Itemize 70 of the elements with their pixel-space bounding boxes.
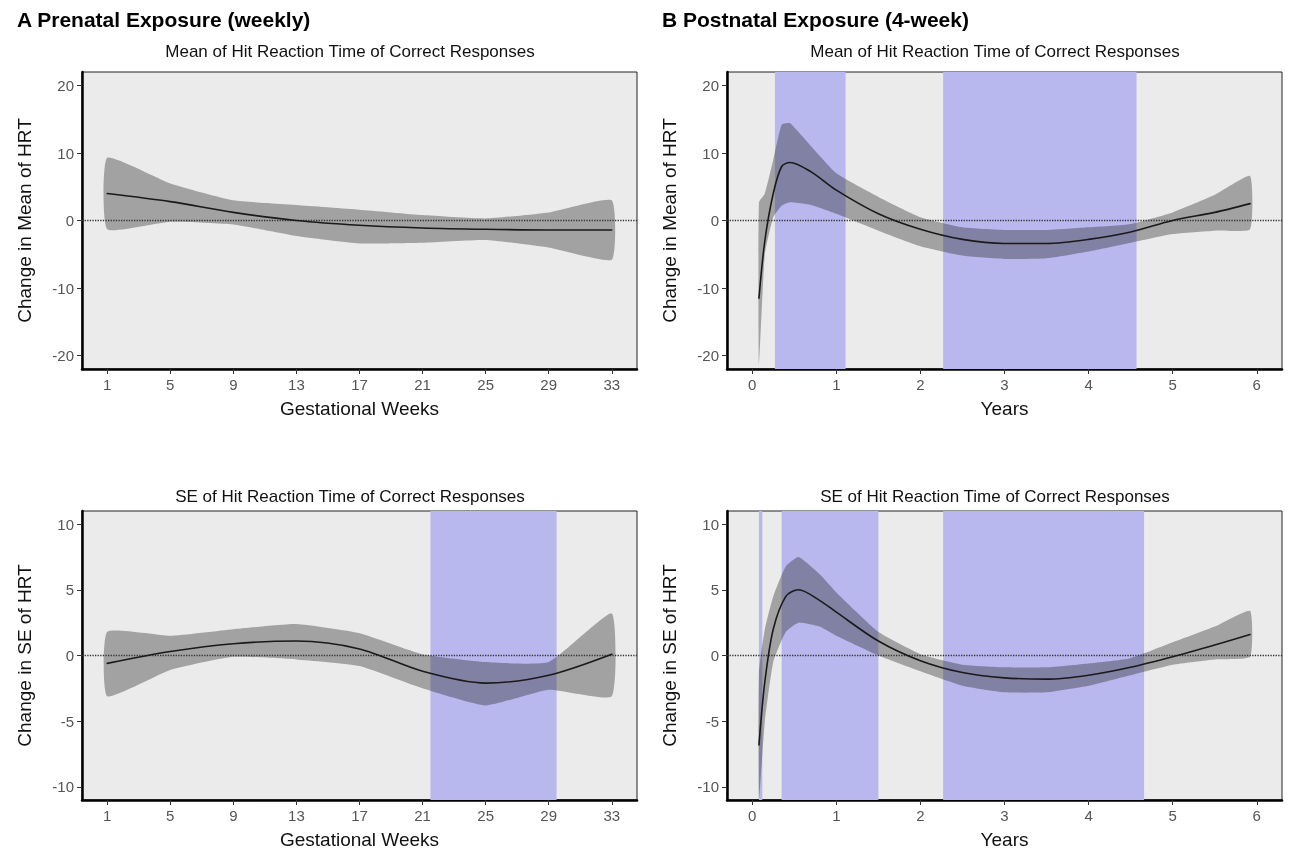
chart-title: SE of Hit Reaction Time of Correct Responses [820,487,1170,506]
x-tick-label: 5 [166,376,175,393]
x-tick-label: 1 [103,807,112,824]
x-tick-label: 17 [351,376,368,393]
y-tick-label: 5 [710,581,719,599]
x-axis-title: Gestational Weeks [279,829,440,850]
x-tick-label: 4 [1084,376,1093,393]
x-tick-label: 9 [229,376,238,393]
y-axis-title: Change in Mean of HRT [14,117,35,323]
x-tick-label: 29 [540,376,558,393]
y-tick-label: 0 [710,647,719,664]
y-tick-label: 0 [710,212,719,229]
x-tick-label: 1 [832,807,841,824]
line-series [106,640,613,684]
x-tick-label: 3 [1000,376,1009,393]
chart-subtitle: Mean of Hit Reaction Time of Correct Responses [165,42,535,61]
y-tick-label: -5 [705,712,719,730]
x-tick-label: 2 [916,376,925,393]
y-tick-label: 10 [702,515,719,533]
y-tick-label: -10 [697,279,719,297]
x-tick-label: 1 [832,376,841,393]
x-tick-label: 2 [916,807,925,824]
x-tick-label: 21 [414,807,431,824]
y-tick-label: -10 [697,778,719,796]
x-tick-label: 29 [540,807,558,824]
chart-title: B Postnatal Exposure (4-week) [662,8,969,31]
x-tick-label: 13 [288,376,305,393]
y-tick-label: 0 [65,212,74,229]
x-tick-label: 0 [748,807,757,824]
y-axis-title: Change in Mean of HRT [659,117,680,323]
x-tick-label: 33 [603,807,621,824]
y-tick-label: 10 [702,144,719,162]
y-axis-title: Change in SE of HRT [14,563,35,747]
x-axis-title: Years [980,829,1029,850]
line-series [758,161,1251,299]
y-tick-label: 5 [65,581,74,599]
x-axis-title: Years [980,398,1029,419]
y-tick-label: 0 [65,647,74,664]
x-tick-label: 13 [288,807,305,824]
line-series [106,192,613,231]
x-tick-label: 25 [477,376,494,393]
x-tick-label: 3 [1000,807,1009,824]
x-tick-label: 6 [1252,807,1261,824]
chart-title: A Prenatal Exposure (weekly) [17,8,311,31]
chart-subtitle: Mean of Hit Reaction Time of Correct Responses [810,42,1180,61]
y-tick-label: 10 [57,144,74,162]
x-tick-label: 1 [103,376,112,393]
y-tick-label: -5 [60,712,74,730]
x-tick-label: 0 [748,376,757,393]
x-tick-label: 17 [351,807,368,824]
y-tick-label: -20 [52,347,74,364]
y-tick-label: -10 [52,279,74,297]
x-tick-label: 5 [166,807,175,824]
x-tick-label: 33 [603,376,621,393]
x-tick-label: 5 [1168,807,1177,824]
x-tick-label: 21 [414,376,431,393]
y-tick-label: 20 [702,77,719,94]
x-tick-label: 9 [229,807,238,824]
x-tick-label: 5 [1168,376,1177,393]
chart-title: SE of Hit Reaction Time of Correct Responses [175,487,525,506]
y-axis-title: Change in SE of HRT [659,563,680,747]
x-tick-label: 6 [1252,376,1261,393]
x-axis-title: Gestational Weeks [279,398,440,419]
line-series [758,589,1251,746]
y-tick-label: -20 [697,347,719,364]
y-tick-label: 20 [57,77,74,94]
y-tick-label: -10 [52,778,74,796]
x-tick-label: 25 [477,807,494,824]
x-tick-label: 4 [1084,807,1093,824]
y-tick-label: 10 [57,515,74,533]
